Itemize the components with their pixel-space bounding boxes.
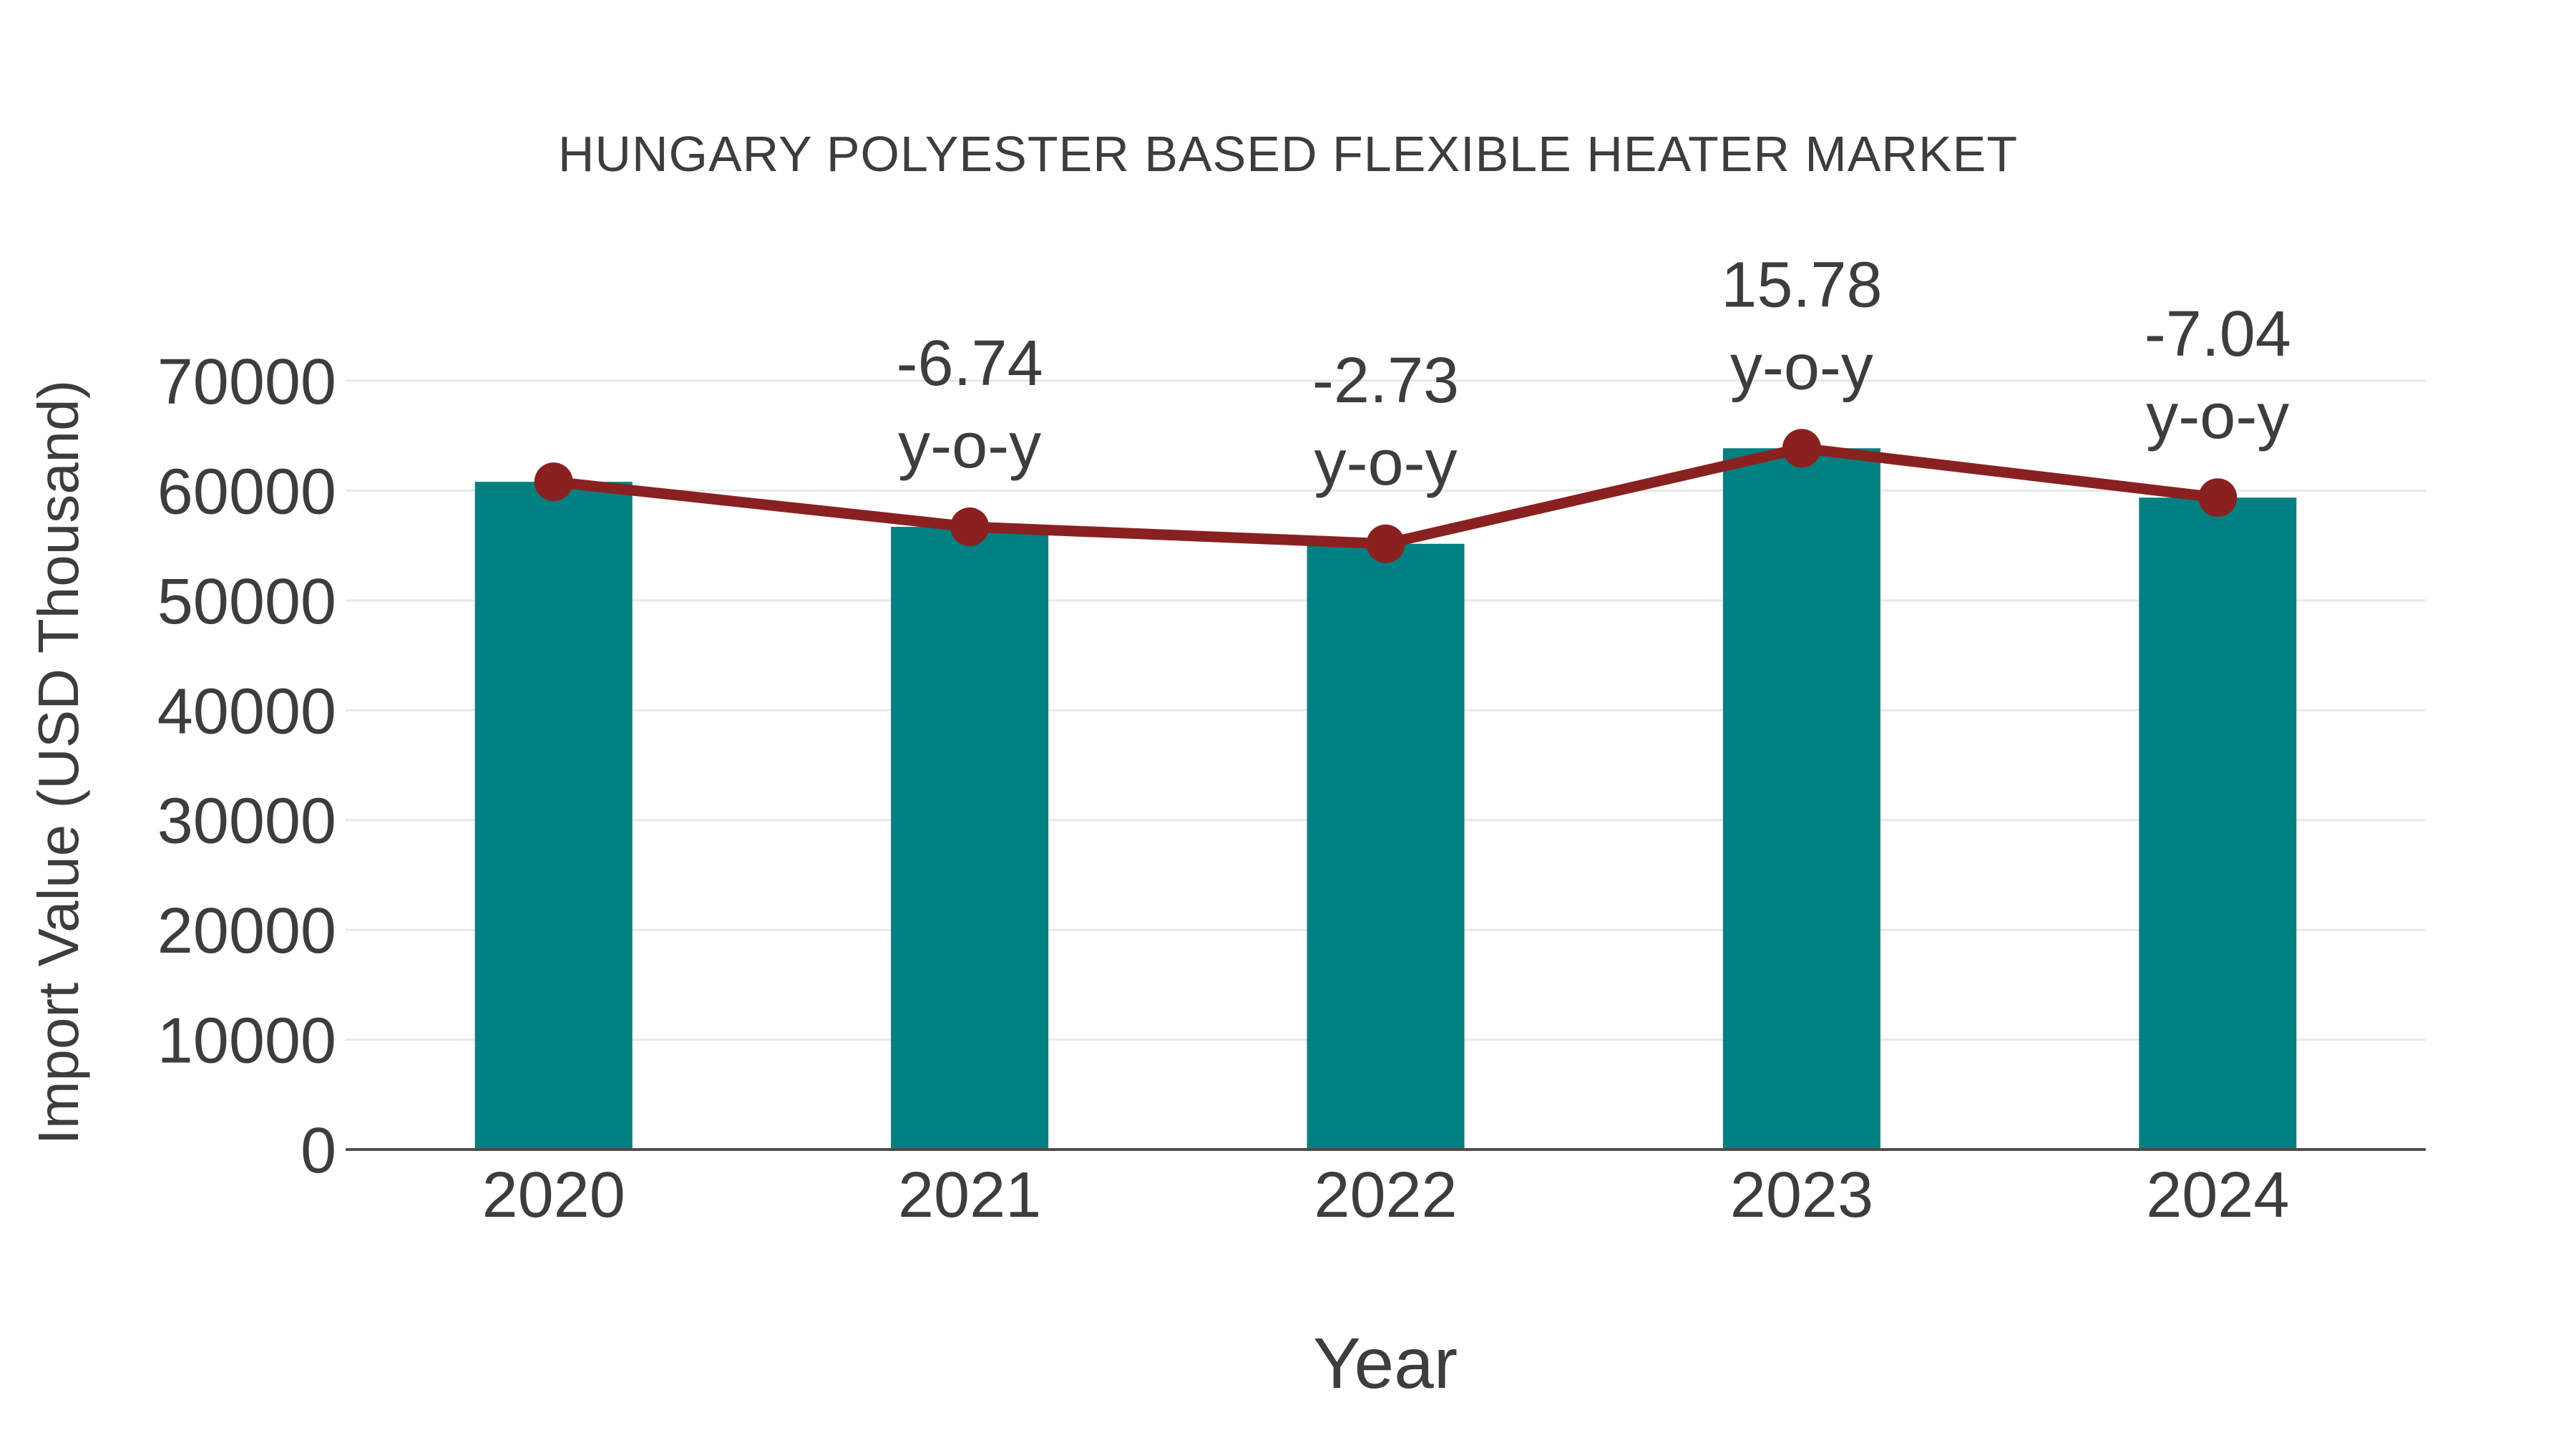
bar-2023 bbox=[1722, 448, 1880, 1150]
annotation-unit-2023: y-o-y bbox=[1730, 331, 1873, 403]
x-tick-label-2020: 2020 bbox=[482, 1160, 625, 1231]
annotation-unit-2022: y-o-y bbox=[1314, 427, 1458, 499]
y-tick-label-60000: 60000 bbox=[157, 456, 336, 528]
y-tick-label-70000: 70000 bbox=[157, 346, 336, 418]
marker-2023 bbox=[1782, 429, 1821, 468]
marker-2021 bbox=[950, 507, 990, 547]
bar-2022 bbox=[1307, 543, 1465, 1150]
x-tick-label-2022: 2022 bbox=[1314, 1160, 1457, 1231]
y-tick-label-50000: 50000 bbox=[157, 566, 336, 638]
y-axis-title: Import Value (USD Thousand) bbox=[26, 379, 90, 1145]
x-tick-label-2021: 2021 bbox=[898, 1160, 1041, 1231]
x-tick-label-2024: 2024 bbox=[2146, 1160, 2289, 1231]
y-tick-label-40000: 40000 bbox=[157, 676, 336, 747]
x-axis-title: Year bbox=[1312, 1323, 1458, 1404]
chart-title: HUNGARY POLYESTER BASED FLEXIBLE HEATER … bbox=[557, 126, 2019, 182]
annotation-value-2024: -7.04 bbox=[2145, 298, 2291, 370]
marker-2024 bbox=[2198, 478, 2238, 517]
y-tick-label-30000: 30000 bbox=[157, 786, 336, 857]
bar-2020 bbox=[474, 482, 633, 1150]
bar-2024 bbox=[2139, 497, 2297, 1150]
annotation-value-2022: -2.73 bbox=[1312, 345, 1459, 417]
y-tick-label-20000: 20000 bbox=[157, 895, 336, 967]
bar-2021 bbox=[891, 527, 1049, 1150]
annotation-value-2021: -6.74 bbox=[897, 328, 1043, 399]
marker-2020 bbox=[534, 462, 573, 502]
annotation-unit-2021: y-o-y bbox=[898, 410, 1041, 482]
annotation-value-2023: 15.78 bbox=[1721, 249, 1882, 321]
y-tick-label-10000: 10000 bbox=[157, 1006, 336, 1077]
marker-2022 bbox=[1366, 524, 1405, 563]
x-tick-label-2023: 2023 bbox=[1730, 1160, 1873, 1231]
y-tick-label-0: 0 bbox=[301, 1115, 336, 1187]
annotation-unit-2024: y-o-y bbox=[2146, 381, 2289, 452]
